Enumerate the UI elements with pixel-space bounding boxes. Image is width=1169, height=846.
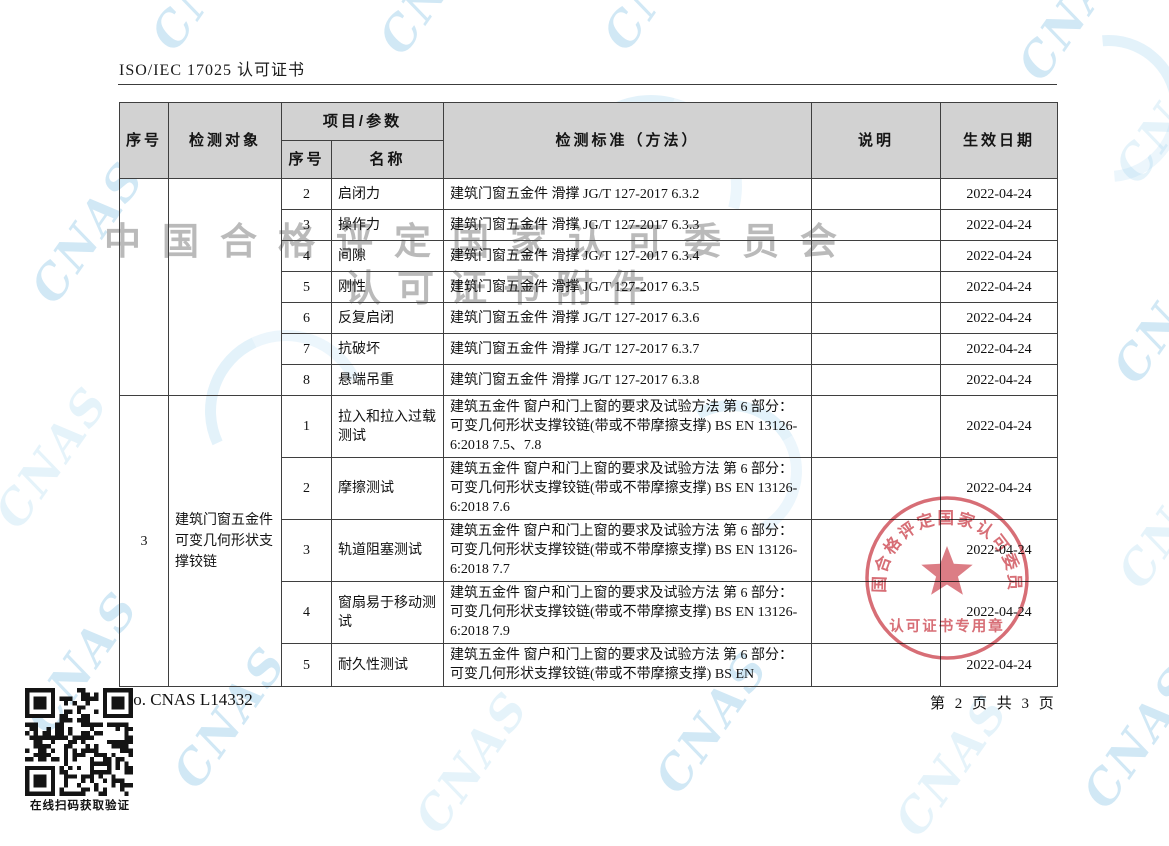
- header-note: 说明: [811, 102, 942, 179]
- title-rule: [118, 84, 1057, 85]
- item-note: [811, 333, 942, 365]
- item-no: 8: [281, 364, 332, 396]
- item-name: 摩擦测试: [330, 457, 445, 520]
- item-standard: 建筑五金件 窗户和门上窗的要求及试验方法 第 6 部分：可变几何形状支撑铰链(带…: [443, 581, 813, 644]
- table-header: 序号 检测对象 项目/参数 检测标准（方法） 说明 生效日期 序号 名称: [119, 102, 1059, 179]
- item-name: 间隙: [330, 240, 445, 272]
- item-standard: 建筑门窗五金件 滑撑 JG/T 127-2017 6.3.7: [443, 333, 813, 365]
- item-note: [811, 643, 942, 687]
- document-content: ISO/IEC 17025 认可证书 序号 检测对象 项目/参数 检测标准（方法…: [25, 62, 1059, 813]
- item-name: 刚性: [330, 271, 445, 303]
- table-row: 2 启闭力 建筑门窗五金件 滑撑 JG/T 127-2017 6.3.2 202…: [119, 178, 1059, 396]
- item-date: 2022-04-24: [940, 271, 1059, 303]
- item-standard: 建筑门窗五金件 滑撑 JG/T 127-2017 6.3.2: [443, 178, 813, 210]
- item-note: [811, 395, 942, 458]
- item-standard: 建筑五金件 窗户和门上窗的要求及试验方法 第 6 部分：可变几何形状支撑铰链(带…: [443, 519, 813, 582]
- item-note: [811, 581, 942, 644]
- table-body: 2 启闭力 建筑门窗五金件 滑撑 JG/T 127-2017 6.3.2 202…: [119, 178, 1059, 687]
- item-note: [811, 457, 942, 520]
- item-note: [811, 240, 942, 272]
- item-date: 2022-04-24: [940, 395, 1059, 458]
- accreditation-table: 序号 检测对象 项目/参数 检测标准（方法） 说明 生效日期 序号 名称 2 启…: [119, 102, 1059, 687]
- header-standard: 检测标准（方法）: [443, 102, 813, 179]
- section-no: [119, 178, 169, 396]
- table-row: 5 耐久性测试 建筑五金件 窗户和门上窗的要求及试验方法 第 6 部分：可变几何…: [120, 643, 1059, 687]
- header-no: 序号: [119, 102, 169, 179]
- item-no: 3: [281, 519, 332, 582]
- page-title: ISO/IEC 17025 认可证书: [119, 62, 306, 79]
- table-row: 5 刚性 建筑门窗五金件 滑撑 JG/T 127-2017 6.3.5 2022…: [120, 271, 1059, 303]
- item-date: 2022-04-24: [940, 178, 1059, 210]
- item-note: [811, 178, 942, 210]
- item-standard: 建筑门窗五金件 滑撑 JG/T 127-2017 6.3.4: [443, 240, 813, 272]
- item-standard: 建筑五金件 窗户和门上窗的要求及试验方法 第 6 部分：可变几何形状支撑铰链(带…: [443, 643, 813, 687]
- item-standard: 建筑门窗五金件 滑撑 JG/T 127-2017 6.3.6: [443, 302, 813, 334]
- item-name: 操作力: [330, 209, 445, 241]
- header-item-name: 名称: [330, 140, 445, 179]
- item-note: [811, 271, 942, 303]
- page-number: 第 2 页 共 3 页: [930, 696, 1057, 712]
- item-no: 5: [281, 643, 332, 687]
- item-name: 抗破坏: [330, 333, 445, 365]
- item-date: 2022-04-24: [940, 302, 1059, 334]
- item-date: 2022-04-24: [940, 209, 1059, 241]
- item-date: 2022-04-24: [940, 333, 1059, 365]
- item-no: 6: [281, 302, 332, 334]
- item-name: 启闭力: [330, 178, 445, 210]
- qr-block: 在线扫码获取验证: [25, 688, 135, 813]
- qr-modules: [25, 688, 133, 796]
- item-date: 2022-04-24: [940, 519, 1059, 582]
- section-object: [168, 178, 282, 396]
- table-row: 2 摩擦测试 建筑五金件 窗户和门上窗的要求及试验方法 第 6 部分：可变几何形…: [120, 457, 1059, 520]
- section-object: 建筑门窗五金件 可变几何形状支撑铰链: [168, 395, 282, 687]
- item-note: [811, 302, 942, 334]
- qr-finder-icon: [25, 688, 133, 796]
- header-effective-date: 生效日期: [940, 102, 1059, 179]
- item-note: [811, 519, 942, 582]
- item-name: 反复启闭: [330, 302, 445, 334]
- item-no: 2: [281, 178, 332, 210]
- section-no: 3: [119, 395, 169, 687]
- item-note: [811, 209, 942, 241]
- header-object: 检测对象: [168, 102, 282, 179]
- item-date: 2022-04-24: [940, 581, 1059, 644]
- item-standard: 建筑五金件 窗户和门上窗的要求及试验方法 第 6 部分：可变几何形状支撑铰链(带…: [443, 395, 813, 458]
- item-no: 7: [281, 333, 332, 365]
- certificate-number: No. CNAS L14332: [121, 690, 253, 709]
- item-no: 2: [281, 457, 332, 520]
- item-name: 轨道阻塞测试: [330, 519, 445, 582]
- item-standard: 建筑五金件 窗户和门上窗的要求及试验方法 第 6 部分：可变几何形状支撑铰链(带…: [443, 457, 813, 520]
- item-no: 5: [281, 271, 332, 303]
- item-standard: 建筑门窗五金件 滑撑 JG/T 127-2017 6.3.3: [443, 209, 813, 241]
- item-name: 悬端吊重: [330, 364, 445, 396]
- header-item-param: 项目/参数: [280, 102, 445, 141]
- item-date: 2022-04-24: [940, 643, 1059, 687]
- item-standard: 建筑门窗五金件 滑撑 JG/T 127-2017 6.3.8: [443, 364, 813, 396]
- item-name: 拉入和拉入过载测试: [330, 395, 445, 458]
- item-date: 2022-04-24: [940, 364, 1059, 396]
- item-name: 耐久性测试: [330, 643, 445, 687]
- table-row: 3 建筑门窗五金件 可变几何形状支撑铰链 1 拉入和拉入过载测试 建筑五金件 窗…: [119, 395, 1059, 687]
- qr-caption: 在线扫码获取验证: [30, 800, 130, 812]
- item-name: 窗扇易于移动测试: [330, 581, 445, 644]
- item-note: [811, 364, 942, 396]
- table-row: 6 反复启闭 建筑门窗五金件 滑撑 JG/T 127-2017 6.3.6 20…: [120, 302, 1059, 334]
- item-no: 1: [281, 395, 332, 458]
- qr-code: [25, 688, 133, 796]
- item-no: 4: [281, 581, 332, 644]
- item-date: 2022-04-24: [940, 240, 1059, 272]
- item-standard: 建筑门窗五金件 滑撑 JG/T 127-2017 6.3.5: [443, 271, 813, 303]
- item-no: 3: [281, 209, 332, 241]
- item-date: 2022-04-24: [940, 457, 1059, 520]
- item-no: 4: [281, 240, 332, 272]
- header-item-no: 序号: [281, 140, 332, 179]
